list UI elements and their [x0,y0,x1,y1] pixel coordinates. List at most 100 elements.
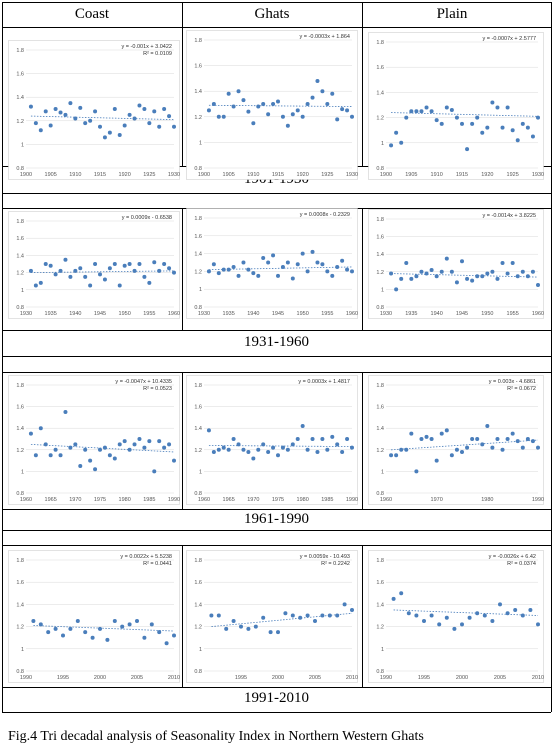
period-label-1991-2010: 1991-2010 [244,690,309,706]
x-tick-label: 2000 [94,675,106,681]
y-tick-label: 1.2 [376,448,384,454]
table-rule [2,545,551,546]
r-squared: R² = 0.0523 [143,386,172,392]
x-tick-label: 2005 [494,675,506,681]
trend-equation: y = -0.0007x + 2.5777 [482,36,536,42]
x-tick-label: 1940 [247,311,259,317]
y-tick-label: 1.4 [194,426,202,432]
scatter-chart-r2-c0: 1.8 1.6 1.4 1.2 1 0.8 1960 1965 1970 1975 1980 1985… [8,375,180,505]
y-tick-label: 1 [199,647,202,653]
data-point [515,274,520,279]
data-point [276,273,280,278]
data-point [102,135,107,140]
data-point [406,611,411,616]
data-point [88,458,93,463]
data-point [43,109,48,114]
data-point [122,263,127,268]
table-rule [2,330,551,331]
data-point [449,453,454,458]
chart-frame [8,550,180,683]
r-squared: R² = 0.0441 [143,561,172,567]
data-point [117,442,122,447]
table-rule [182,2,183,166]
y-tick-label: 1.4 [194,252,202,258]
data-point [33,121,38,126]
data-point [389,271,394,276]
data-point [429,437,434,441]
data-point [209,613,214,618]
data-point [305,102,310,106]
data-point [152,469,157,474]
x-tick-label: 1925 [321,172,333,178]
y-tick-label: 1.8 [16,383,24,389]
x-tick-label: 2000 [456,675,468,681]
data-point [147,280,152,285]
data-point [525,274,530,279]
trend-equation: y = 0.0022x + 5.5238 [120,554,172,560]
data-point [414,109,419,114]
data-point [465,445,470,450]
data-point [38,426,43,431]
data-point [127,622,132,627]
data-point [271,445,276,450]
data-point [399,276,404,281]
data-point [112,456,117,461]
data-point [399,447,404,452]
data-point [350,114,354,119]
data-point [505,105,510,110]
y-tick-label: 1.6 [194,64,202,70]
data-point [137,262,142,266]
x-tick-label: 2010 [168,675,180,681]
x-tick-label: 1930 [168,172,180,178]
x-tick-label: 1995 [418,675,430,681]
y-tick-label: 1.8 [16,48,24,54]
data-point [414,613,419,618]
data-point [236,442,241,447]
y-tick-label: 1.4 [16,95,24,101]
data-point [112,262,117,266]
data-point [88,118,93,123]
y-tick-label: 1.8 [376,558,384,564]
data-point [419,269,424,274]
y-tick-label: 1 [21,142,24,148]
table-rule [362,545,363,687]
y-tick-label: 1.2 [16,625,24,631]
data-point [330,434,335,439]
x-tick-label: 1975 [272,497,284,503]
data-point [246,109,251,114]
period-label-1961-1990: 1961-1990 [244,511,309,527]
data-point [285,123,290,128]
x-tick-label: 1900 [380,172,392,178]
data-point [127,447,132,452]
data-point [500,447,505,452]
x-tick-label: 1925 [507,172,519,178]
data-point [164,641,169,646]
data-point [172,124,176,129]
y-tick-label: 0.8 [16,669,24,675]
trend-equation: y = 0.0003x + 1.4817 [298,379,350,385]
y-tick-label: 1 [199,469,202,475]
period-label-1931-1960: 1931-1960 [244,334,309,350]
data-point [335,264,340,269]
data-point [536,445,540,450]
data-point [520,269,525,274]
y-tick-label: 1 [381,287,384,293]
data-point [276,99,280,104]
data-point [409,431,414,436]
data-point [414,274,419,279]
data-point [152,109,157,114]
data-point [305,269,310,274]
data-point [122,123,127,128]
data-point [127,262,132,266]
data-point [475,274,480,279]
data-point [394,130,399,135]
data-point [231,619,236,624]
x-tick-label: 1930 [532,172,544,178]
table-rule [2,2,551,3]
data-point [83,121,88,126]
data-point [253,624,258,629]
data-point [221,267,226,272]
data-point [345,108,350,113]
